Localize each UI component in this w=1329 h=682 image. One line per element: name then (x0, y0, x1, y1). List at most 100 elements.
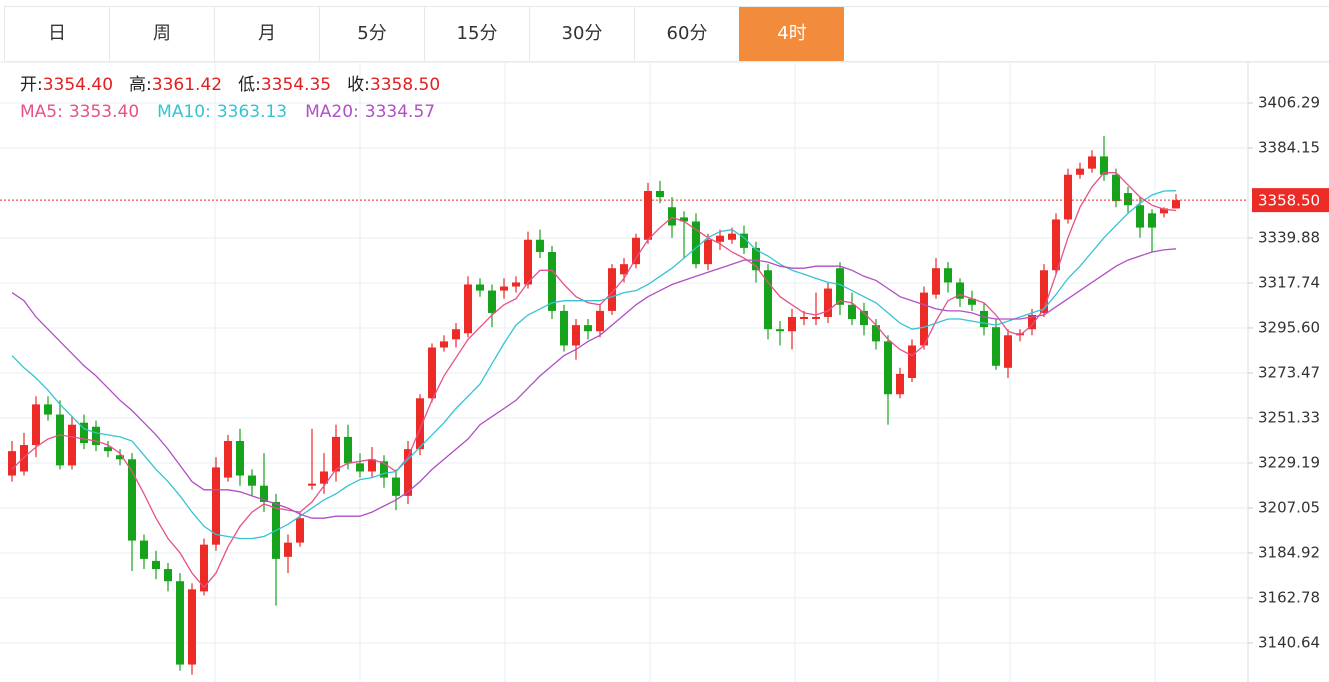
candle-body (740, 233, 748, 248)
candle-body (908, 345, 916, 378)
candle-body (308, 483, 316, 486)
candle-body (320, 471, 328, 484)
legend-name: MA10: (157, 102, 211, 122)
candle-body (488, 290, 496, 313)
period-tab[interactable]: 日 (4, 7, 109, 61)
candle-body (128, 459, 136, 541)
ma-line (11, 172, 1177, 589)
candle-body (704, 239, 712, 265)
candle-body (800, 317, 808, 320)
candle-body (896, 373, 904, 395)
y-tick-label: 3295.60 (1258, 318, 1320, 336)
candle-body (296, 518, 304, 543)
candle-body (1148, 213, 1156, 228)
last-price-box (1252, 188, 1329, 213)
candle-body (1052, 219, 1060, 271)
candle-body (824, 288, 832, 317)
candle-body (872, 325, 880, 342)
candle-body (104, 447, 112, 452)
candle-body (752, 247, 760, 271)
info-value: 3354.35 (261, 75, 331, 95)
candle-body (1028, 314, 1036, 330)
candle-body (404, 449, 412, 496)
candle-body (572, 325, 580, 346)
candle-body (80, 422, 88, 444)
legend-name: MA20: (305, 102, 359, 122)
period-tabs: 日周月 5分 15分 30分 60分 4时 (4, 6, 1329, 62)
info-value: 3361.42 (152, 75, 222, 95)
info-label: 低: (238, 75, 261, 95)
candle-body (452, 329, 460, 340)
candle-body (884, 341, 892, 395)
candle-body (620, 264, 628, 275)
candle-body (656, 190, 664, 198)
period-tab[interactable]: 60分 (634, 7, 739, 61)
y-tick-label: 3251.33 (1258, 408, 1320, 426)
candle-body (356, 463, 364, 472)
candle-body (548, 251, 556, 311)
candle-body (728, 233, 736, 240)
info-label: 收: (347, 75, 370, 95)
candle-body (236, 440, 244, 476)
info-label: 高: (129, 75, 152, 95)
candle-body (1172, 200, 1180, 209)
candle-body (44, 404, 52, 415)
candle-body (188, 589, 196, 665)
candle-body (1100, 156, 1108, 175)
candle-body (788, 317, 796, 332)
candle-body (956, 282, 964, 299)
candle-body (644, 190, 652, 240)
candle-body (500, 286, 508, 291)
candle-body (440, 341, 448, 348)
candle-body (932, 268, 940, 295)
candle-body (992, 327, 1000, 366)
candle-body (944, 268, 952, 283)
period-tab[interactable]: 30分 (529, 7, 634, 61)
candle-body (200, 544, 208, 592)
y-tick-label: 3317.74 (1258, 273, 1320, 291)
info-value: 3354.40 (43, 75, 113, 95)
candle-body (560, 310, 568, 346)
candle-body (1016, 333, 1024, 336)
candle-body (536, 239, 544, 252)
candle-body (140, 540, 148, 559)
candle-body (692, 221, 700, 265)
candle-body (152, 560, 160, 570)
last-price-label: 3358.50 (1258, 192, 1320, 210)
candle-body (980, 310, 988, 328)
candle-body (764, 270, 772, 330)
ma-line (11, 248, 1177, 519)
candle-body (776, 329, 784, 332)
candle-body (8, 451, 16, 476)
legend-value: 3363.13 (217, 102, 287, 122)
candle-body (1160, 208, 1168, 214)
period-tab[interactable]: 5分 (319, 7, 424, 61)
candle-body (524, 239, 532, 285)
period-tab[interactable]: 月 (214, 7, 319, 61)
candle-body (368, 459, 376, 472)
y-tick-label: 3339.88 (1258, 228, 1320, 246)
candle-body (968, 298, 976, 305)
candle-body (1076, 168, 1084, 175)
candle-body (584, 325, 592, 332)
candle-body (212, 467, 220, 545)
period-tab[interactable]: 4时 (739, 7, 844, 61)
candle-body (1040, 270, 1048, 313)
info-label: 开: (20, 75, 43, 95)
y-tick-label: 3140.64 (1258, 633, 1320, 651)
legend-value: 3334.57 (365, 102, 435, 122)
period-tab[interactable]: 15分 (424, 7, 529, 61)
candle-body (92, 426, 100, 446)
candle-body (596, 310, 604, 332)
candle-body (164, 569, 172, 582)
y-tick-label: 3384.15 (1258, 138, 1320, 156)
candle-body (224, 440, 232, 478)
candle-body (1112, 174, 1120, 202)
candle-body (260, 485, 268, 502)
period-tab[interactable]: 周 (109, 7, 214, 61)
candle-body (632, 237, 640, 265)
candle-body (284, 542, 292, 557)
candle-body (812, 317, 820, 320)
